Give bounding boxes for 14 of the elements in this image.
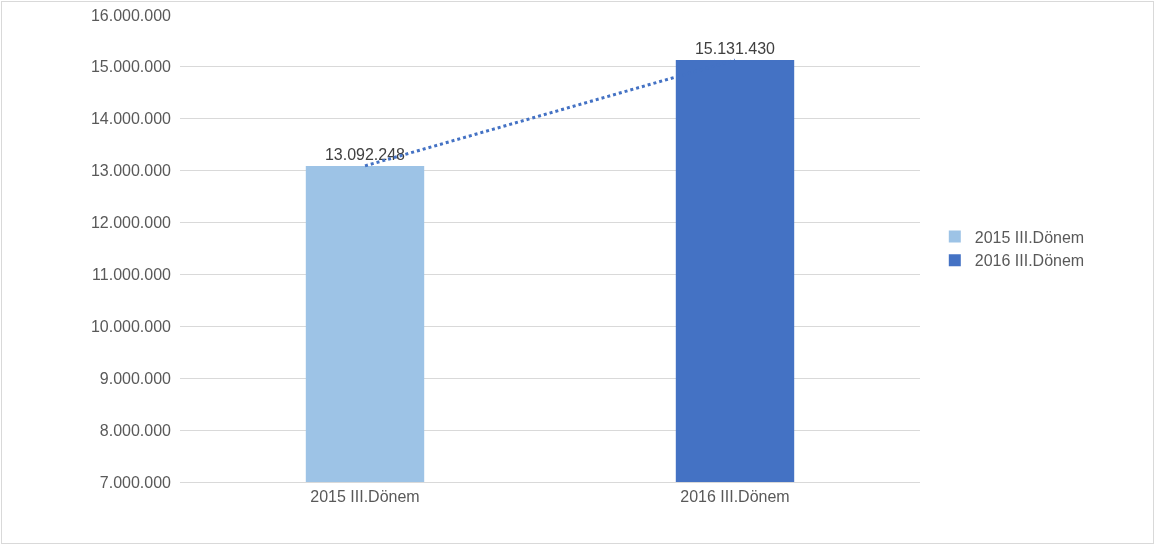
y-tick-label: 12.000.000: [90, 214, 172, 232]
data-label: 15.131.430: [694, 40, 776, 58]
y-tick-label: 7.000.000: [99, 473, 172, 491]
y-tick-label: 10.000.000: [90, 317, 172, 335]
y-tick-label: 16.000.000: [90, 6, 172, 24]
y-tick-label: 14.000.000: [90, 110, 172, 128]
y-tick-label: 15.000.000: [90, 58, 172, 76]
legend-label: 2016 III.Dönem: [974, 252, 1085, 270]
data-label: 13.092.248: [324, 145, 406, 163]
y-tick-label: 13.000.000: [90, 162, 172, 180]
legend-label: 2015 III.Dönem: [974, 228, 1085, 246]
y-tick-label: 8.000.000: [99, 421, 172, 439]
y-tick-label: 11.000.000: [92, 266, 172, 284]
y-tick-label: 9.000.000: [99, 369, 172, 387]
